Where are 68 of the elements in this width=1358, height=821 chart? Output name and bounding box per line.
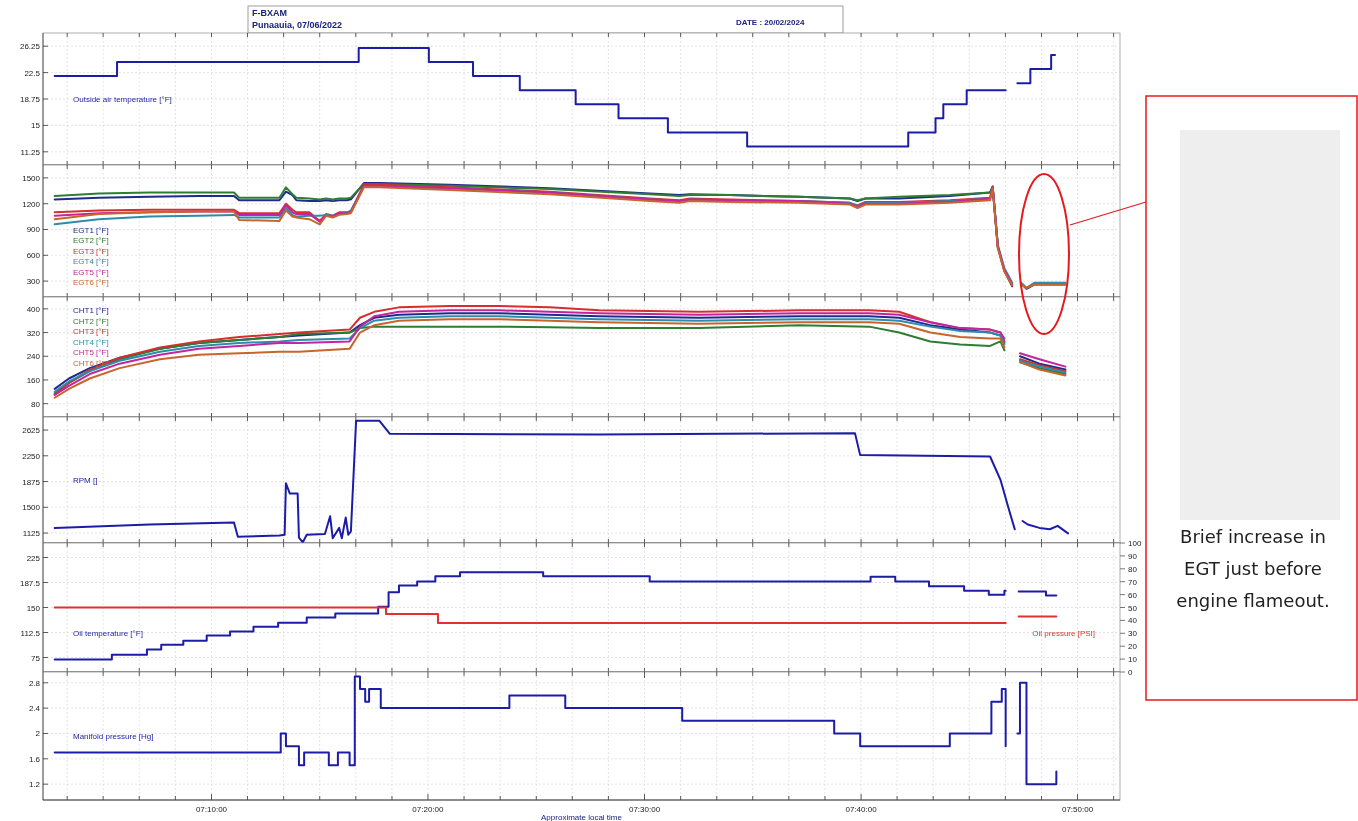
y-tick-label: 1.2 [28,780,41,790]
text: DATE : 20/02/2024 [736,18,805,27]
y-tick-label: 400 [26,304,41,314]
y-tick-label: 187.5 [19,578,41,588]
text: CHT2 [°F] [73,316,109,326]
text: Brief increase in EGT just before engine flameout. [1176,526,1330,611]
y2-tick-label: 90 [1128,551,1138,561]
y2-tick-label: 40 [1128,616,1138,626]
chart-subtitle: Punaauia, 07/06/2022 [252,20,343,30]
series-label: CHT5 [°F] [73,348,109,357]
text: CHT3 [°F] [73,327,109,336]
x-tick-label: 07:50:00 [1061,805,1094,814]
y-tick-label: 1500 [22,173,41,183]
series-label: Oil pressure [PSI] [1032,629,1095,638]
y-tick-label: 1200 [22,199,41,209]
y-tick-label: 22.5 [24,68,41,78]
y-tick-label: 26.25 [19,42,41,52]
y-tick-label: 2625 [22,426,41,436]
text: CHT4 [°F] [73,337,109,347]
series-label: Manifold pressure [Hg] [73,732,154,741]
y-tick-label: 1500 [22,503,41,513]
y2-tick-label: 20 [1128,642,1138,652]
y2-tick-label: 50 [1128,603,1138,613]
y-tick-label: 1.6 [28,754,41,764]
y2-tick-label: 80 [1128,564,1138,574]
y-tick-label: 11.25 [20,147,41,157]
y-tick-label: 320 [26,328,41,338]
y-tick-label: 160 [26,375,41,385]
x-axis-title: Approximate local time [541,813,623,821]
y-tick-label: 600 [26,251,41,261]
text: EGT1 [°F] [73,225,109,235]
y-tick-label: 1125 [22,529,41,539]
text: CHT1 [°F] [73,306,109,315]
y2-tick-label: 30 [1128,629,1138,639]
text: Outside air temperature [°F] [73,95,172,104]
y-tick-label: 300 [26,277,41,287]
y-tick-label: 240 [26,352,41,362]
text: EGT2 [°F] [73,236,109,245]
text: RPM [] [73,476,98,485]
y-tick-label: 2250 [22,451,41,461]
y-tick-label: 15 [31,121,41,131]
y-tick-label: 112.5 [20,628,41,638]
y2-tick-label: 70 [1128,577,1138,587]
y-tick-label: 2.8 [28,678,41,688]
y2-tick-label: 10 [1128,655,1138,665]
x-tick-label: 07:30:00 [628,805,661,814]
x-tick-label: 07:10:00 [195,805,228,814]
series-label: Oil temperature [°F] [73,629,143,638]
y2-tick-label: 100 [1128,539,1142,548]
y-tick-label: 150 [26,603,41,613]
y-tick-label: 1875 [22,477,41,487]
text: EGT4 [°F] [73,257,109,266]
text: EGT3 [°F] [73,246,109,256]
y-tick-label: 75 [31,653,41,663]
y-tick-label: 225 [26,553,41,563]
y2-tick-label: 0 [1128,668,1133,677]
y-tick-label: 2.4 [28,704,41,714]
text: EGT5 [°F] [73,267,109,277]
text: EGT6 [°F] [73,278,109,287]
series-label: CHT6 [°F] [73,358,109,368]
y-tick-label: 18.75 [19,95,41,104]
chart-title: F-BXAM [252,8,287,18]
y2-tick-label: 60 [1128,590,1138,600]
x-tick-label: 07:20:00 [412,805,445,814]
y-tick-label: 2 [35,729,41,739]
y-tick-label: 900 [26,225,41,235]
x-tick-label: 07:40:00 [845,805,878,814]
y-tick-label: 80 [31,399,41,409]
